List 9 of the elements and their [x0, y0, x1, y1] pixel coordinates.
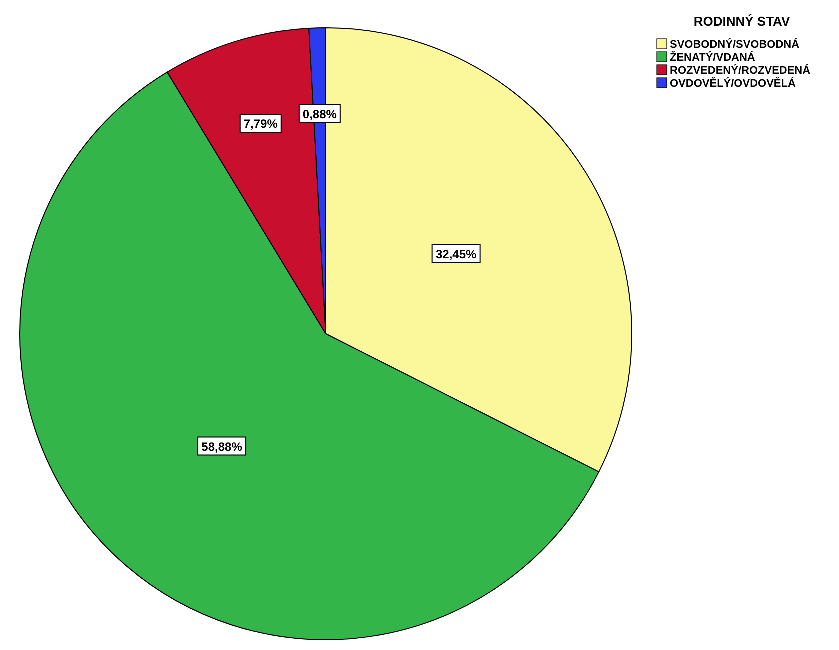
legend-label: ŽENATÝ/VDANÁ [670, 51, 756, 64]
data-label: 7,79% [244, 117, 278, 132]
legend-label: OVDOVĚLÝ/OVDOVĚLÁ [670, 77, 796, 90]
data-label: 58,88% [202, 440, 243, 454]
data-label: 32,45% [436, 247, 478, 262]
legend-label: SVOBODNÝ/SVOBODNÁ [670, 38, 800, 51]
data-label: 0,88% [302, 107, 338, 122]
legend-label: ROZVEDENÝ/ROZVEDENÁ [670, 64, 811, 77]
legend-title: RODINNÝ STAV [694, 14, 790, 29]
